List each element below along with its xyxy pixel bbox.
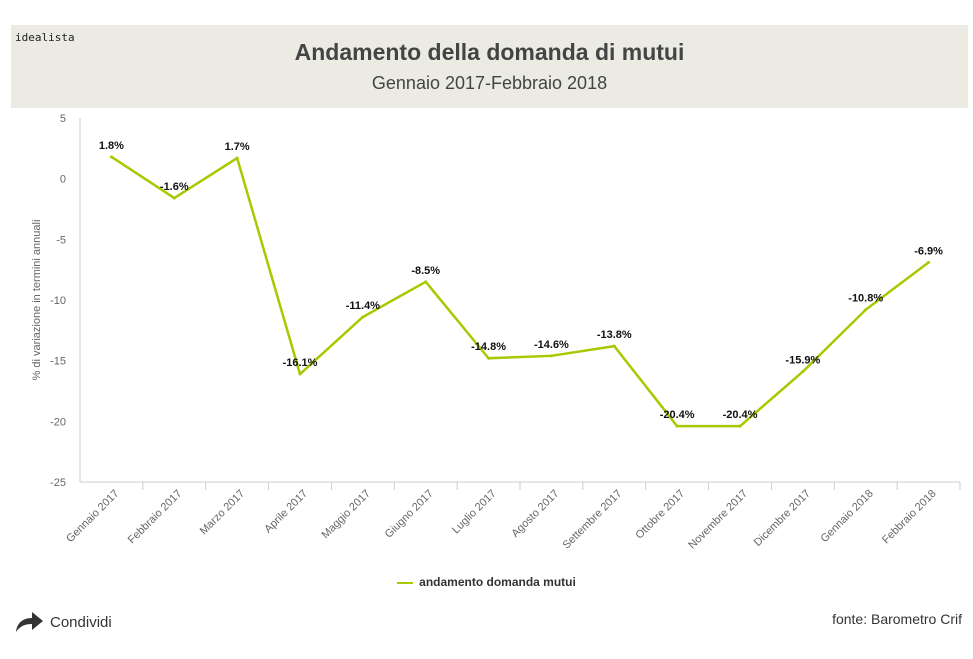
chart-title: Andamento della domanda di mutui: [294, 39, 685, 65]
y-tick-label: -10: [50, 295, 66, 307]
data-label: -13.8%: [597, 329, 632, 341]
x-tick-label: Novembre 2017: [686, 488, 750, 552]
data-label: -20.4%: [660, 409, 695, 421]
share-label: Condividi: [50, 613, 112, 631]
x-tick-label: Luglio 2017: [450, 488, 499, 537]
x-tick-label: Ottobre 2017: [633, 488, 687, 542]
data-label: -10.8%: [848, 293, 883, 305]
data-label: -6.9%: [914, 245, 943, 257]
data-point: [927, 260, 931, 264]
data-point: [612, 344, 616, 348]
brand-logo: idealista: [15, 31, 75, 44]
data-point: [424, 280, 428, 284]
data-point: [801, 370, 805, 374]
x-tick-label: Gennaio 2018: [818, 488, 875, 545]
y-axis-label: % di variazione in termini annuali: [31, 220, 43, 381]
data-point: [738, 424, 742, 428]
x-tick-label: Agosto 2017: [509, 488, 561, 540]
share-button[interactable]: Condividi: [14, 611, 112, 633]
data-point: [298, 372, 302, 376]
data-label: 1.8%: [99, 140, 124, 152]
data-point: [487, 356, 491, 360]
data-point: [109, 155, 113, 159]
data-label: -1.6%: [160, 181, 189, 193]
x-tick-label: Febbraio 2017: [126, 488, 185, 547]
x-tick-label: Marzo 2017: [198, 488, 248, 538]
x-tick-label: Maggio 2017: [320, 488, 373, 541]
share-arrow-icon: [16, 612, 43, 632]
data-point: [675, 424, 679, 428]
y-tick-label: -5: [56, 234, 66, 246]
legend-swatch: [397, 581, 414, 584]
y-tick-label: 5: [60, 113, 66, 125]
data-point: [235, 156, 239, 160]
data-label: -14.8%: [471, 341, 506, 353]
chart-legend: andamento domanda mutui: [0, 575, 973, 589]
y-tick-label: -20: [50, 416, 66, 428]
x-tick-label: Dicembre 2017: [752, 488, 813, 549]
x-tick-label: Giugno 2017: [383, 488, 436, 541]
source-note: fonte: Barometro Crif: [832, 611, 962, 627]
legend-label: andamento domanda mutui: [419, 575, 576, 589]
chart-subtitle: Gennaio 2017-Febbraio 2018: [371, 73, 608, 93]
data-label: -16.1%: [283, 357, 318, 369]
data-label: -14.6%: [534, 339, 569, 351]
y-tick-label: -15: [50, 356, 66, 368]
y-tick-label: -25: [50, 477, 66, 489]
data-label: -11.4%: [346, 300, 380, 312]
data-point: [864, 308, 868, 312]
y-tick-label: 0: [60, 174, 66, 186]
data-label: -8.5%: [411, 265, 440, 277]
data-point: [172, 196, 176, 200]
data-label: 1.7%: [225, 141, 250, 153]
x-tick-label: Gennaio 2017: [64, 488, 121, 545]
data-label: -20.4%: [723, 409, 758, 421]
x-tick-label: Febbraio 2018: [880, 488, 939, 547]
series-line: [110, 155, 930, 428]
data-label: -15.9%: [785, 355, 820, 367]
x-tick-label: Aprile 2017: [262, 488, 310, 536]
chart-header: idealista Andamento della domanda di mut…: [11, 25, 968, 108]
data-point: [361, 315, 365, 319]
data-point: [549, 354, 553, 358]
x-tick-label: Settembre 2017: [561, 488, 625, 552]
